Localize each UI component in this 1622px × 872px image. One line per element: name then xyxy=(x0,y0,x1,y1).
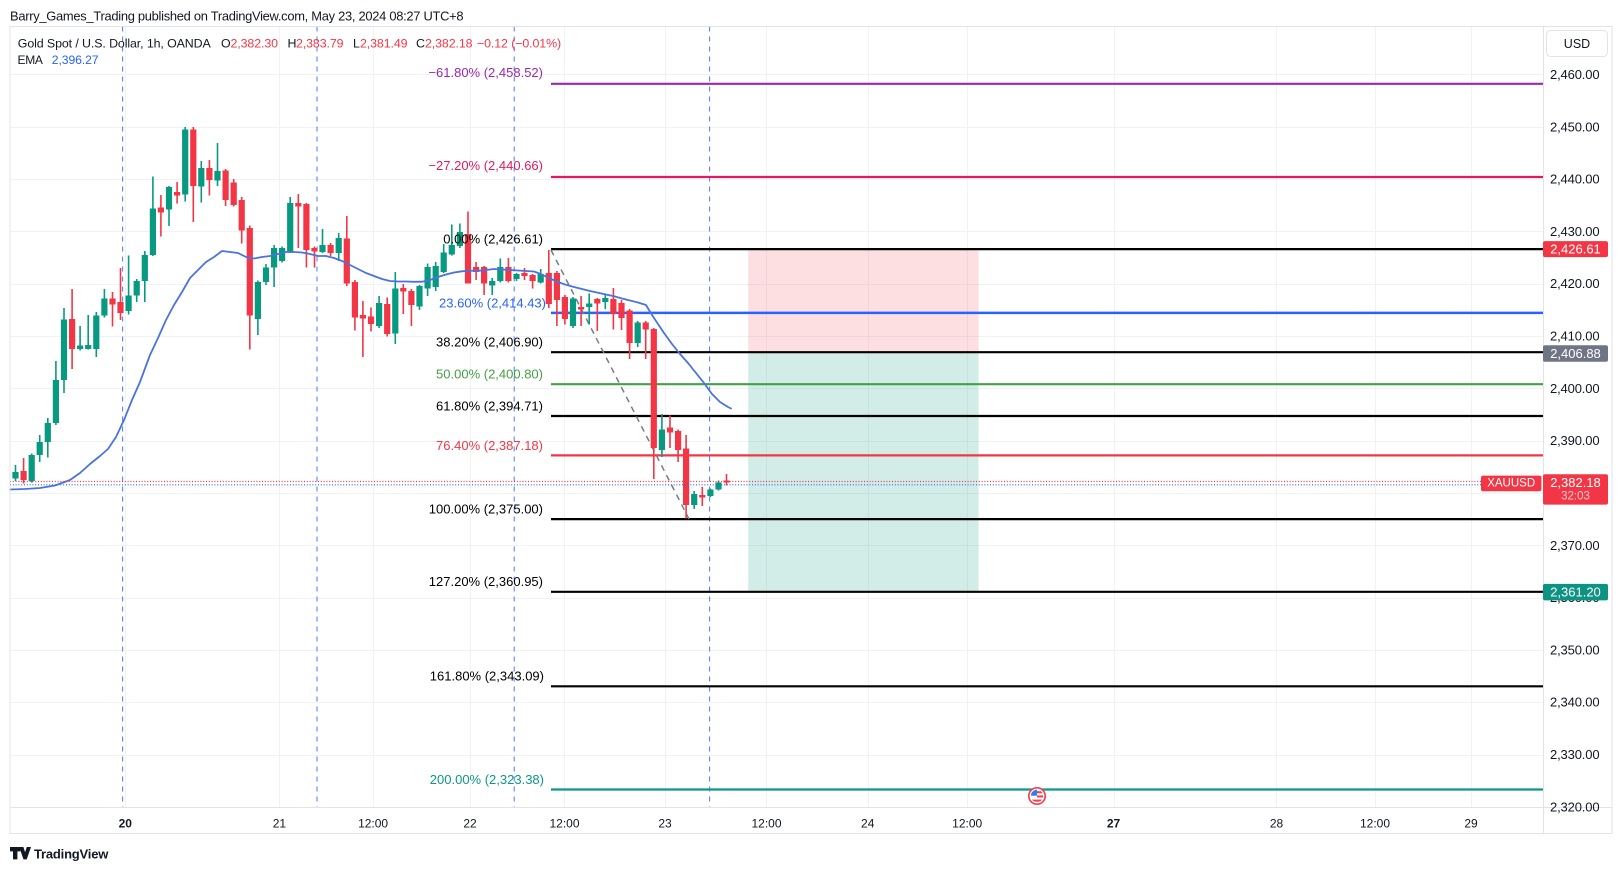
svg-text:USD: USD xyxy=(1564,37,1590,51)
svg-text:161.80% (2,343.09): 161.80% (2,343.09) xyxy=(430,669,544,684)
svg-text:32:03: 32:03 xyxy=(1561,491,1590,503)
svg-text:H: H xyxy=(288,37,297,51)
svg-text:12:00: 12:00 xyxy=(549,817,579,831)
svg-text:−0.12 (−0.01%): −0.12 (−0.01%) xyxy=(477,37,561,51)
svg-text:23: 23 xyxy=(658,817,672,831)
svg-text:12:00: 12:00 xyxy=(358,817,388,831)
svg-text:28: 28 xyxy=(1270,817,1284,831)
svg-text:100.00% (2,375.00): 100.00% (2,375.00) xyxy=(429,502,543,517)
svg-text:2,406.88: 2,406.88 xyxy=(1550,346,1601,361)
svg-text:21: 21 xyxy=(273,817,287,831)
svg-text:TradingView: TradingView xyxy=(34,846,109,861)
svg-text:2,350.00: 2,350.00 xyxy=(1550,642,1599,657)
svg-text:2,396.27: 2,396.27 xyxy=(52,53,99,67)
svg-text:0.00% (2,426.61): 0.00% (2,426.61) xyxy=(443,232,543,247)
svg-text:12:00: 12:00 xyxy=(952,817,982,831)
svg-text:2,382.18: 2,382.18 xyxy=(425,37,473,51)
svg-text:2,361.20: 2,361.20 xyxy=(1550,585,1601,600)
svg-text:12:00: 12:00 xyxy=(751,817,781,831)
svg-text:2,381.49: 2,381.49 xyxy=(360,37,408,51)
svg-text:2,382.18: 2,382.18 xyxy=(1550,475,1601,490)
svg-text:2,460.00: 2,460.00 xyxy=(1550,67,1599,82)
svg-text:Barry_Games_Trading published: Barry_Games_Trading published on Trading… xyxy=(10,9,463,24)
svg-text:EMA: EMA xyxy=(18,53,43,67)
svg-text:O: O xyxy=(221,37,231,51)
svg-text:2,450.00: 2,450.00 xyxy=(1550,119,1599,134)
svg-text:20: 20 xyxy=(119,817,133,831)
svg-text:2,383.79: 2,383.79 xyxy=(296,37,344,51)
svg-text:2,382.30: 2,382.30 xyxy=(231,37,279,51)
svg-text:12:00: 12:00 xyxy=(1360,817,1390,831)
svg-text:2,330.00: 2,330.00 xyxy=(1550,747,1599,762)
svg-text:2,400.00: 2,400.00 xyxy=(1550,381,1599,396)
svg-text:2,410.00: 2,410.00 xyxy=(1550,329,1599,344)
svg-text:L: L xyxy=(353,37,360,51)
svg-text:2,320.00: 2,320.00 xyxy=(1550,799,1599,814)
svg-text:2,426.61: 2,426.61 xyxy=(1550,242,1601,257)
svg-text:27: 27 xyxy=(1107,817,1121,831)
svg-text:2,430.00: 2,430.00 xyxy=(1550,224,1599,239)
svg-text:23.60% (2,414.43): 23.60% (2,414.43) xyxy=(439,295,546,310)
svg-text:76.40% (2,387.18): 76.40% (2,387.18) xyxy=(436,438,543,453)
svg-text:50.00% (2,400.80): 50.00% (2,400.80) xyxy=(436,367,543,382)
svg-text:127.20% (2,360.95): 127.20% (2,360.95) xyxy=(429,574,543,589)
svg-text:22: 22 xyxy=(463,817,477,831)
svg-text:−27.20% (2,440.66): −27.20% (2,440.66) xyxy=(428,158,543,173)
svg-text:24: 24 xyxy=(861,817,875,831)
svg-text:200.00% (2,323.38): 200.00% (2,323.38) xyxy=(430,772,544,787)
svg-text:C: C xyxy=(416,37,425,51)
svg-text:2,440.00: 2,440.00 xyxy=(1550,172,1599,187)
svg-text:−61.80% (2,458.52): −61.80% (2,458.52) xyxy=(428,65,543,80)
svg-text:XAUUSD: XAUUSD xyxy=(1487,478,1535,490)
svg-text:2,420.00: 2,420.00 xyxy=(1550,276,1599,291)
svg-text:29: 29 xyxy=(1464,817,1478,831)
svg-text:2,390.00: 2,390.00 xyxy=(1550,433,1599,448)
svg-text:2,340.00: 2,340.00 xyxy=(1550,695,1599,710)
svg-text:61.80% (2,394.71): 61.80% (2,394.71) xyxy=(436,399,543,414)
svg-text:38.20% (2,406.90): 38.20% (2,406.90) xyxy=(436,335,543,350)
svg-text:2,370.00: 2,370.00 xyxy=(1550,538,1599,553)
svg-text:Gold Spot / U.S. Dollar, 1h, O: Gold Spot / U.S. Dollar, 1h, OANDA xyxy=(18,37,212,51)
